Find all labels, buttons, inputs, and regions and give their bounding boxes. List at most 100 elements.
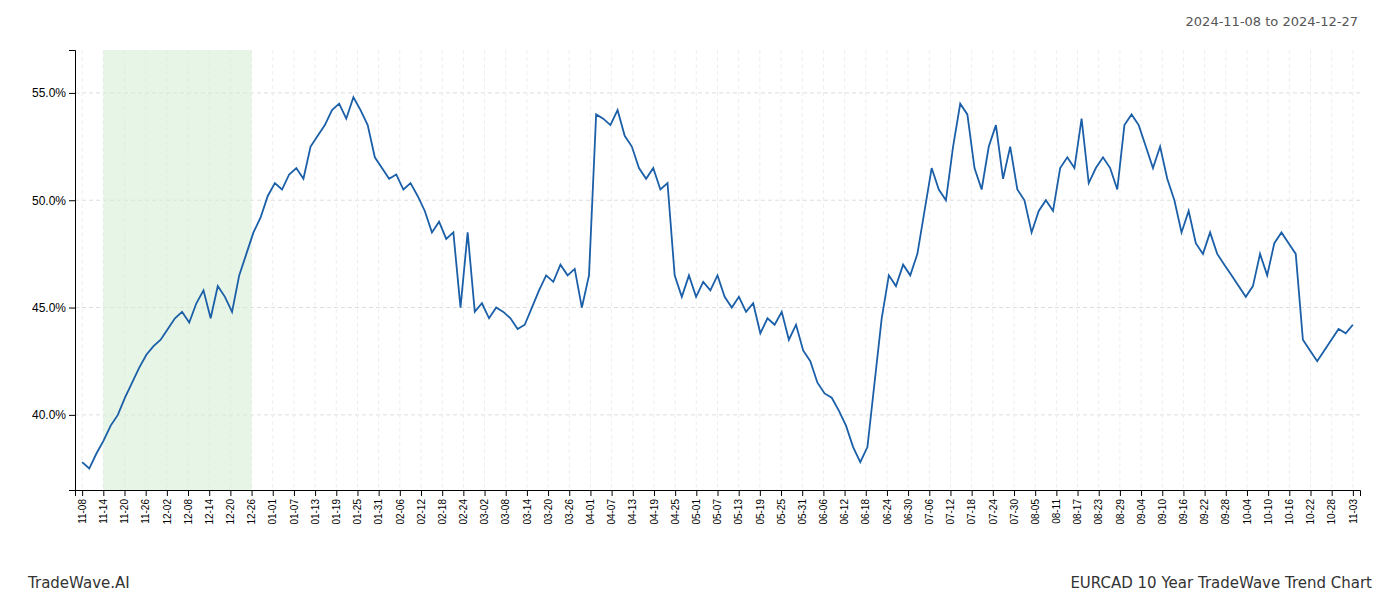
tick-mark [1078, 490, 1079, 496]
tick-mark [569, 490, 570, 496]
plot: 11-0811-1411-2011-2612-0212-0812-1412-20… [32, 50, 1361, 525]
grid-line [505, 50, 506, 490]
grid-line [611, 50, 612, 490]
tick: 10-16 [1284, 490, 1295, 525]
grid-line [293, 50, 294, 490]
tick-mark [209, 490, 210, 496]
tick-mark [633, 490, 634, 496]
tick: 02-24 [458, 490, 469, 525]
tick-mark [1099, 490, 1100, 496]
tick-mark [866, 490, 867, 496]
tick-label: 12-26 [246, 499, 257, 525]
tick-mark [1205, 490, 1206, 496]
tick-label: 03-02 [479, 499, 490, 525]
tick-label: 09-10 [1157, 499, 1168, 525]
tick-label: 08-23 [1093, 499, 1104, 525]
tick-mark [929, 490, 930, 496]
tick: 06-18 [860, 490, 871, 525]
tick: 06-30 [903, 490, 914, 525]
tick-mark [294, 490, 295, 496]
tick-mark [1268, 490, 1269, 496]
grid-line [1014, 50, 1015, 490]
tick-mark [230, 490, 231, 496]
grid-line [1119, 50, 1120, 490]
tick-label: 10-28 [1326, 499, 1337, 525]
tick-label: 10-10 [1263, 499, 1274, 525]
tick-label: 02-06 [395, 499, 406, 525]
tick-mark [167, 490, 168, 496]
grid-line [1352, 50, 1353, 490]
tick: 55.0% [32, 86, 75, 100]
tick-mark [760, 490, 761, 496]
grid-line [717, 50, 718, 490]
tick-label: 12-02 [162, 499, 173, 525]
tick-label: 01-25 [352, 499, 363, 525]
tick: 50.0% [32, 194, 75, 208]
grid-line [929, 50, 930, 490]
tick: 07-24 [988, 490, 999, 525]
tick-label: 04-07 [606, 499, 617, 525]
tick-mark [82, 490, 83, 496]
tick: 11-20 [119, 490, 130, 524]
tick-mark [336, 490, 337, 496]
tick-mark [1226, 490, 1227, 496]
tick-mark [273, 490, 274, 496]
tick-mark [527, 490, 528, 496]
tick-label: 06-06 [818, 499, 829, 525]
tick: 03-20 [543, 490, 554, 525]
tick-mark [463, 490, 464, 496]
tick: 05-31 [797, 490, 808, 525]
tick: 01-19 [331, 490, 342, 525]
tick-mark [1056, 490, 1057, 496]
marks [82, 50, 1353, 490]
tick-mark [823, 490, 824, 496]
tick-mark [845, 490, 846, 496]
chart: 11-0811-1411-2011-2612-0212-0812-1412-20… [0, 0, 1400, 600]
tick: 10-22 [1305, 490, 1316, 525]
tick-mark [1289, 490, 1290, 496]
tick: 01-31 [373, 490, 384, 525]
tick-mark [1141, 490, 1142, 496]
grid-line [886, 50, 887, 490]
grid-line [632, 50, 633, 490]
tick-label: 04-01 [585, 499, 596, 525]
tick-mark [802, 490, 803, 496]
tick-label: 10-22 [1305, 499, 1316, 525]
tick: 04-13 [627, 490, 638, 525]
tick-mark [908, 490, 909, 496]
tick-label: 05-07 [712, 499, 723, 525]
tick: 02-06 [395, 490, 406, 525]
grid-line [548, 50, 549, 490]
tick: 04-07 [606, 490, 617, 525]
tick-mark [1332, 490, 1333, 496]
tick-label: 09-28 [1220, 499, 1231, 525]
tick: 01-07 [289, 490, 300, 525]
grid-line [992, 50, 993, 490]
tick-label: 11-03 [1348, 499, 1359, 524]
tick: 08-17 [1072, 490, 1083, 525]
tick-label: 07-18 [966, 499, 977, 525]
grid-line [569, 50, 570, 490]
title: 2024-11-08 to 2024-12-27 [1186, 14, 1358, 29]
tick-mark [1247, 490, 1248, 496]
tick: 07-06 [924, 490, 935, 525]
tick-mark [506, 490, 507, 496]
tick: 12-08 [183, 490, 194, 525]
grid-line [971, 50, 972, 490]
line [82, 97, 1353, 468]
grid-line [781, 50, 782, 490]
tick-mark [252, 490, 253, 496]
tick-label: 04-25 [670, 499, 681, 525]
tick: 03-14 [522, 490, 533, 525]
tick: 11-14 [98, 490, 109, 524]
grid-line [823, 50, 824, 490]
tick: 03-26 [564, 490, 575, 525]
grid-line [526, 50, 527, 490]
tick: 12-02 [162, 490, 173, 525]
grid-line [357, 50, 358, 490]
tick-label: 50.0% [32, 194, 66, 208]
grid-line [1098, 50, 1099, 490]
tick: 07-12 [945, 490, 956, 525]
tick-label: 08-11 [1051, 499, 1062, 524]
tick-mark [69, 308, 75, 309]
